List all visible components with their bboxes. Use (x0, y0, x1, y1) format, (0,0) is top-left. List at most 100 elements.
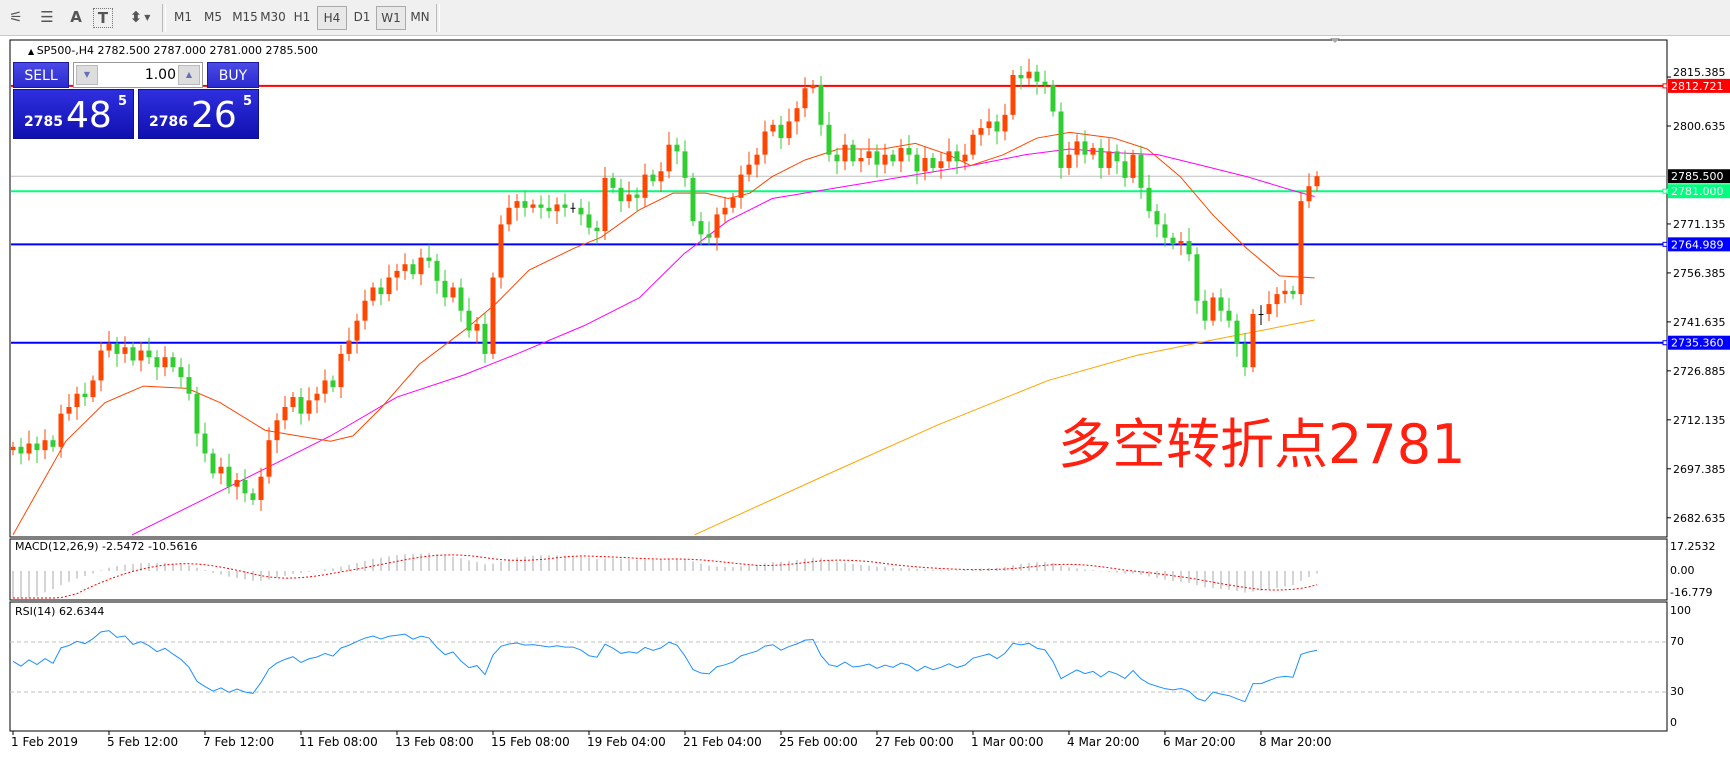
candle-body (1210, 297, 1216, 321)
candle-body (18, 446, 24, 454)
candle-body (354, 320, 360, 341)
candle-body (602, 177, 608, 232)
candle-body (426, 257, 432, 261)
timeframe-h4-button[interactable]: H4 (317, 6, 347, 30)
macd-tick: 17.2532 (1670, 540, 1716, 553)
text-label-icon[interactable]: T (93, 8, 113, 28)
timeframe-m15-button[interactable]: M15 (232, 10, 258, 24)
candle-body (1282, 290, 1288, 295)
candle-body (978, 128, 984, 135)
candle-body (666, 144, 672, 172)
candle-body (194, 393, 200, 434)
candle-body (1082, 141, 1088, 155)
candle-body (690, 177, 696, 222)
candle-body (1170, 237, 1176, 245)
text-icon[interactable]: A (70, 8, 82, 26)
macd-tick: 0.00 (1670, 564, 1695, 577)
timeframe-m5-button[interactable]: M5 (204, 10, 222, 24)
collapse-triangle-icon[interactable]: ▲ (28, 47, 37, 56)
volume-field[interactable]: ▼ 1.00 ▲ (73, 62, 203, 88)
candle-body (370, 287, 376, 301)
candle-body (482, 323, 488, 354)
candle-body (378, 287, 384, 295)
candle-body (402, 264, 408, 271)
sell-price-button[interactable]: 2785 48 5 (13, 89, 134, 139)
arrows-icon: ⬍ (129, 8, 143, 26)
candle-body (202, 433, 208, 454)
volume-increase-button[interactable]: ▲ (178, 65, 200, 85)
chart-annotation-text[interactable]: 多空转折点2781 (1058, 413, 1466, 476)
candle-body (1226, 310, 1232, 321)
price-label: 2735.360 (1671, 337, 1724, 350)
candle-body (1002, 114, 1008, 132)
candle-body (954, 151, 960, 162)
timeframe-m30-button[interactable]: M30 (260, 10, 286, 24)
timeframe-h1-button[interactable]: H1 (293, 10, 311, 24)
macd-signal-line (13, 554, 1318, 599)
volume-decrease-button[interactable]: ▼ (76, 65, 98, 85)
sell-price-big: 48 (66, 95, 112, 136)
candle-body (82, 393, 88, 398)
candle-body (458, 287, 464, 311)
candle-body (178, 367, 184, 378)
candle-body (922, 157, 928, 172)
candle-body (818, 84, 824, 125)
candle-body (210, 453, 216, 474)
candle-body (1202, 300, 1208, 321)
timeframe-w1-button[interactable]: W1 (376, 6, 406, 30)
candle-body (218, 466, 224, 474)
candle-body (762, 131, 768, 155)
candle-body (1162, 224, 1168, 238)
rsi-tick: 30 (1670, 685, 1684, 698)
candle-body (26, 443, 32, 454)
candle-body (890, 154, 896, 162)
sell-button[interactable]: SELL (13, 62, 69, 88)
candle-body (434, 260, 440, 281)
candle-body (362, 300, 368, 321)
buy-price-button[interactable]: 2786 26 5 (138, 89, 259, 139)
buy-button[interactable]: BUY (207, 62, 259, 88)
x-tick-label: 7 Feb 12:00 (203, 735, 275, 749)
candle-body (410, 264, 416, 275)
candle-body (1074, 141, 1080, 155)
fibonacci-fan-icon[interactable]: ☰ (40, 8, 54, 26)
candle-body (98, 350, 104, 381)
rsi-tick: 70 (1670, 635, 1684, 648)
elliott-wave-icon[interactable]: ⚟ (9, 8, 23, 26)
candle-body (250, 493, 256, 500)
timeframe-m1-button[interactable]: M1 (174, 10, 192, 24)
candle-body (562, 204, 568, 208)
timeframe-d1-button[interactable]: D1 (353, 10, 371, 24)
candle-body (986, 121, 992, 129)
macd-label: MACD(12,26,9) -2.5472 -10.5616 (15, 540, 198, 553)
candle-body (450, 287, 456, 298)
hline-anchor-handle (1662, 241, 1668, 247)
x-tick-label: 27 Feb 00:00 (875, 735, 954, 749)
candle-body (946, 151, 952, 162)
y-tick-label: 2800.635 (1673, 120, 1726, 133)
x-tick-label: 4 Mar 20:00 (1067, 735, 1140, 749)
candle-body (1106, 151, 1112, 168)
candle-body (58, 413, 64, 447)
candle-body (578, 207, 584, 215)
x-tick-label: 21 Feb 04:00 (683, 735, 762, 749)
candle-body (794, 108, 800, 122)
rsi-tick: 100 (1670, 604, 1691, 617)
candle-body (346, 340, 352, 354)
y-tick-label: 2771.135 (1673, 218, 1726, 231)
candle-body (1042, 81, 1048, 85)
candle-body (1154, 211, 1160, 225)
timeframe-mn-button[interactable]: MN (410, 10, 430, 24)
price-label-box (1668, 237, 1730, 252)
candle-body (834, 154, 840, 162)
candle-body (258, 476, 264, 500)
candle-body (122, 347, 128, 354)
candle-body (162, 357, 168, 368)
candle-body (658, 171, 664, 182)
candle-body (290, 397, 296, 407)
arrows-dropdown-icon[interactable]: ⬍ ▼ (128, 6, 152, 28)
candle-body (522, 201, 528, 208)
x-tick-label: 15 Feb 08:00 (491, 735, 570, 749)
volume-value[interactable]: 1.00 (144, 67, 176, 83)
